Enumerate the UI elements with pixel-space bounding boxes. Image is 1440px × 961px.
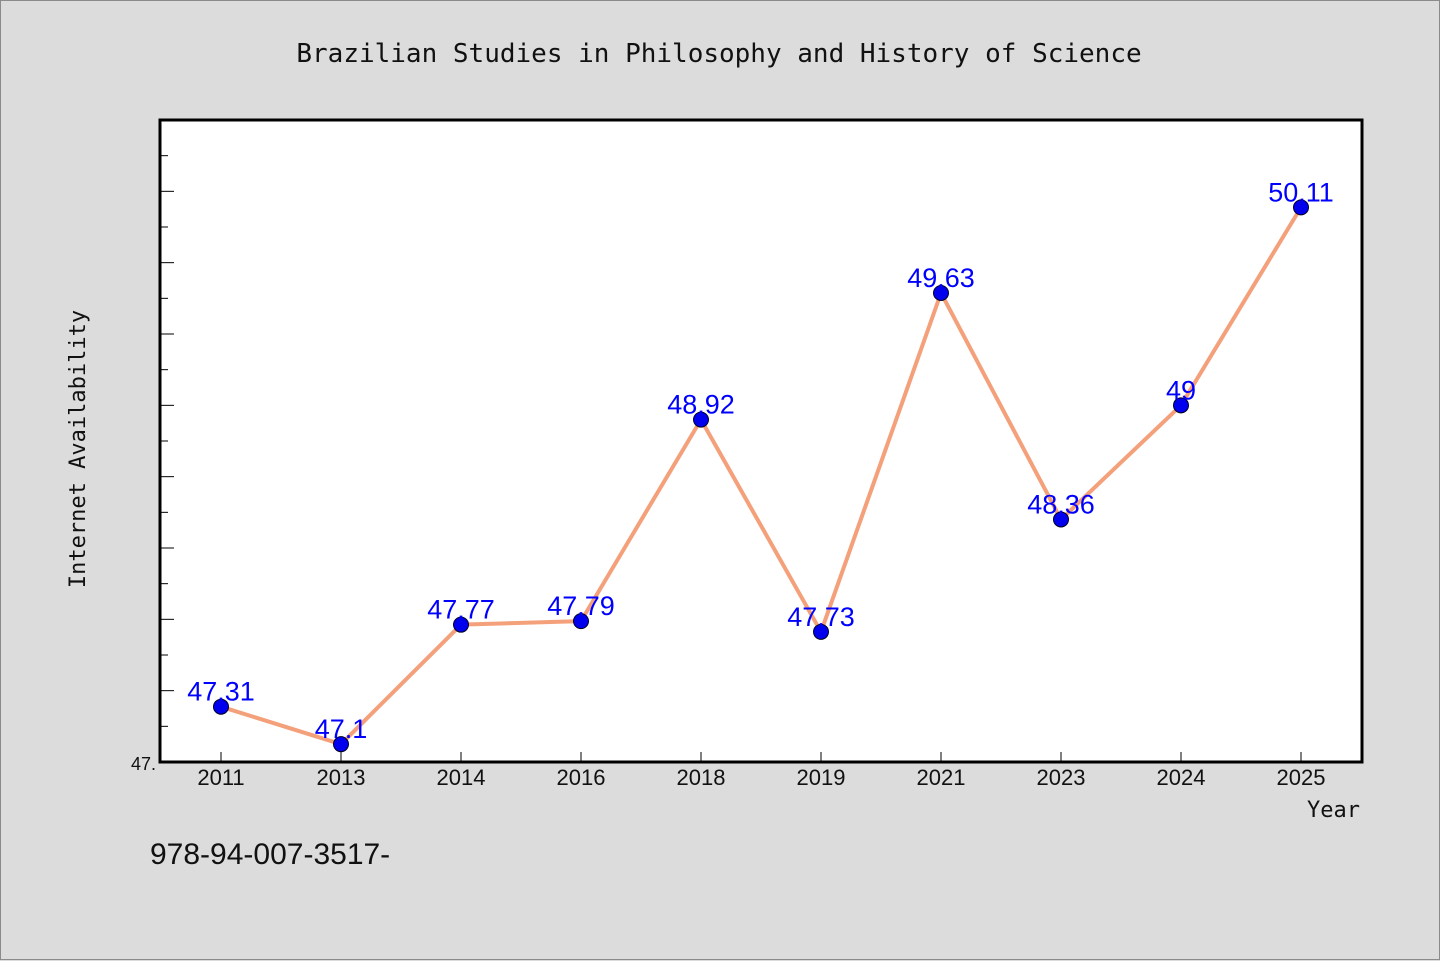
x-tick-label: 2013 xyxy=(317,765,366,790)
data-labels: 47.31 47.1 47.77 47.79 48.92 47.73 49.63 48.36 4… xyxy=(187,177,1334,744)
data-point xyxy=(1173,397,1189,414)
x-axis-ticks: 2011 2013 2014 2016 2018 2019 2021 2023 2024 2025 xyxy=(197,752,1325,790)
series-line xyxy=(220,206,1303,747)
x-tick-label: 2014 xyxy=(437,765,486,790)
data-label: 47.1 xyxy=(315,714,368,744)
data-label: 48.36 xyxy=(1027,489,1095,519)
y-tick-label: 47. xyxy=(131,754,156,774)
y-axis-label: Internet Availability xyxy=(66,310,91,588)
data-point xyxy=(693,411,709,428)
x-tick-label: 2023 xyxy=(1037,765,1086,790)
data-label: 47.73 xyxy=(787,602,855,632)
data-label: 49.63 xyxy=(907,263,975,293)
chart-title: Brazilian Studies in Philosophy and Hist… xyxy=(296,39,1141,69)
x-tick-label: 2021 xyxy=(917,765,966,790)
x-tick-label: 2011 xyxy=(197,765,244,790)
data-point xyxy=(1053,511,1069,528)
data-label: 49 xyxy=(1166,375,1196,405)
x-axis-label: Year xyxy=(1307,798,1360,823)
data-label: 47.77 xyxy=(427,595,495,625)
data-point xyxy=(453,616,469,633)
data-point xyxy=(1293,199,1309,216)
data-point xyxy=(933,284,949,301)
data-point xyxy=(213,698,229,715)
x-tick-label: 2018 xyxy=(677,765,726,790)
data-point xyxy=(333,736,349,753)
data-label: 48.92 xyxy=(667,390,735,420)
data-label: 47.31 xyxy=(187,677,255,707)
footnote: 978-94-007-3517- xyxy=(150,838,390,871)
data-label: 50.11 xyxy=(1268,177,1334,207)
data-label: 47.79 xyxy=(547,591,615,621)
data-point xyxy=(813,623,829,640)
series-layer xyxy=(213,199,1309,753)
x-tick-label: 2024 xyxy=(1157,765,1206,790)
x-tick-label: 2025 xyxy=(1277,765,1326,790)
x-tick-label: 2019 xyxy=(797,765,846,790)
data-point xyxy=(573,613,589,630)
plot-area xyxy=(158,118,1364,764)
x-tick-label: 2016 xyxy=(557,765,606,790)
y-axis-ticks: 47. xyxy=(131,155,174,774)
